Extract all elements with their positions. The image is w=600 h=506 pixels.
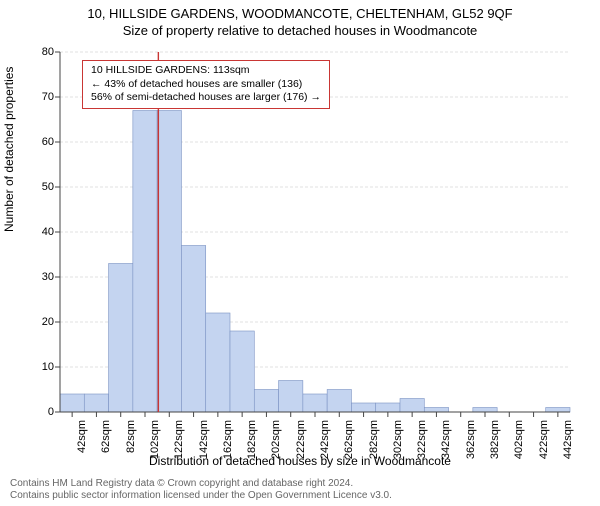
x-axis-label: Distribution of detached houses by size …: [0, 454, 600, 468]
histogram-bar: [400, 399, 424, 413]
histogram-bar: [254, 390, 278, 413]
callout-box: 10 HILLSIDE GARDENS: 113sqm← 43% of deta…: [82, 60, 330, 109]
histogram-bar: [351, 403, 375, 412]
y-tick-label: 30: [30, 271, 54, 283]
histogram-bar: [206, 313, 230, 412]
histogram-bar: [84, 394, 108, 412]
y-tick-label: 70: [30, 91, 54, 103]
footer-line2: Contains public sector information licen…: [10, 490, 392, 502]
chart-container: 10, HILLSIDE GARDENS, WOODMANCOTE, CHELT…: [0, 6, 600, 506]
chart-title-main: 10, HILLSIDE GARDENS, WOODMANCOTE, CHELT…: [0, 6, 600, 21]
histogram-bar: [473, 408, 497, 413]
y-tick-label: 10: [30, 361, 54, 373]
callout-line3: 56% of semi-detached houses are larger (…: [91, 91, 321, 105]
histogram-bar: [303, 394, 327, 412]
callout-line1: 10 HILLSIDE GARDENS: 113sqm: [91, 64, 321, 78]
chart-title-sub: Size of property relative to detached ho…: [0, 23, 600, 38]
histogram-bar: [109, 264, 133, 413]
footer-line1: Contains HM Land Registry data © Crown c…: [10, 478, 392, 490]
histogram-bar: [327, 390, 351, 413]
x-tick-label: 62sqm: [100, 420, 112, 453]
histogram-bar: [424, 408, 448, 413]
y-tick-label: 40: [30, 226, 54, 238]
x-tick-label: 82sqm: [125, 420, 137, 453]
y-axis-label: Number of detached properties: [2, 67, 16, 232]
callout-line2: ← 43% of detached houses are smaller (13…: [91, 78, 321, 92]
histogram-bar: [157, 111, 181, 413]
histogram-bar: [133, 111, 157, 413]
y-tick-label: 20: [30, 316, 54, 328]
y-tick-label: 0: [30, 406, 54, 418]
y-tick-label: 60: [30, 136, 54, 148]
x-tick-label: 42sqm: [76, 420, 88, 453]
histogram-bar: [546, 408, 570, 413]
plot-area: 0102030405060708042sqm62sqm82sqm102sqm12…: [60, 52, 570, 412]
y-tick-label: 50: [30, 181, 54, 193]
histogram-bar: [279, 381, 303, 413]
histogram-bar: [181, 246, 205, 413]
histogram-bar: [230, 331, 254, 412]
histogram-bar: [376, 403, 400, 412]
histogram-bar: [60, 394, 84, 412]
y-tick-label: 80: [30, 46, 54, 58]
footer-credits: Contains HM Land Registry data © Crown c…: [10, 478, 392, 502]
